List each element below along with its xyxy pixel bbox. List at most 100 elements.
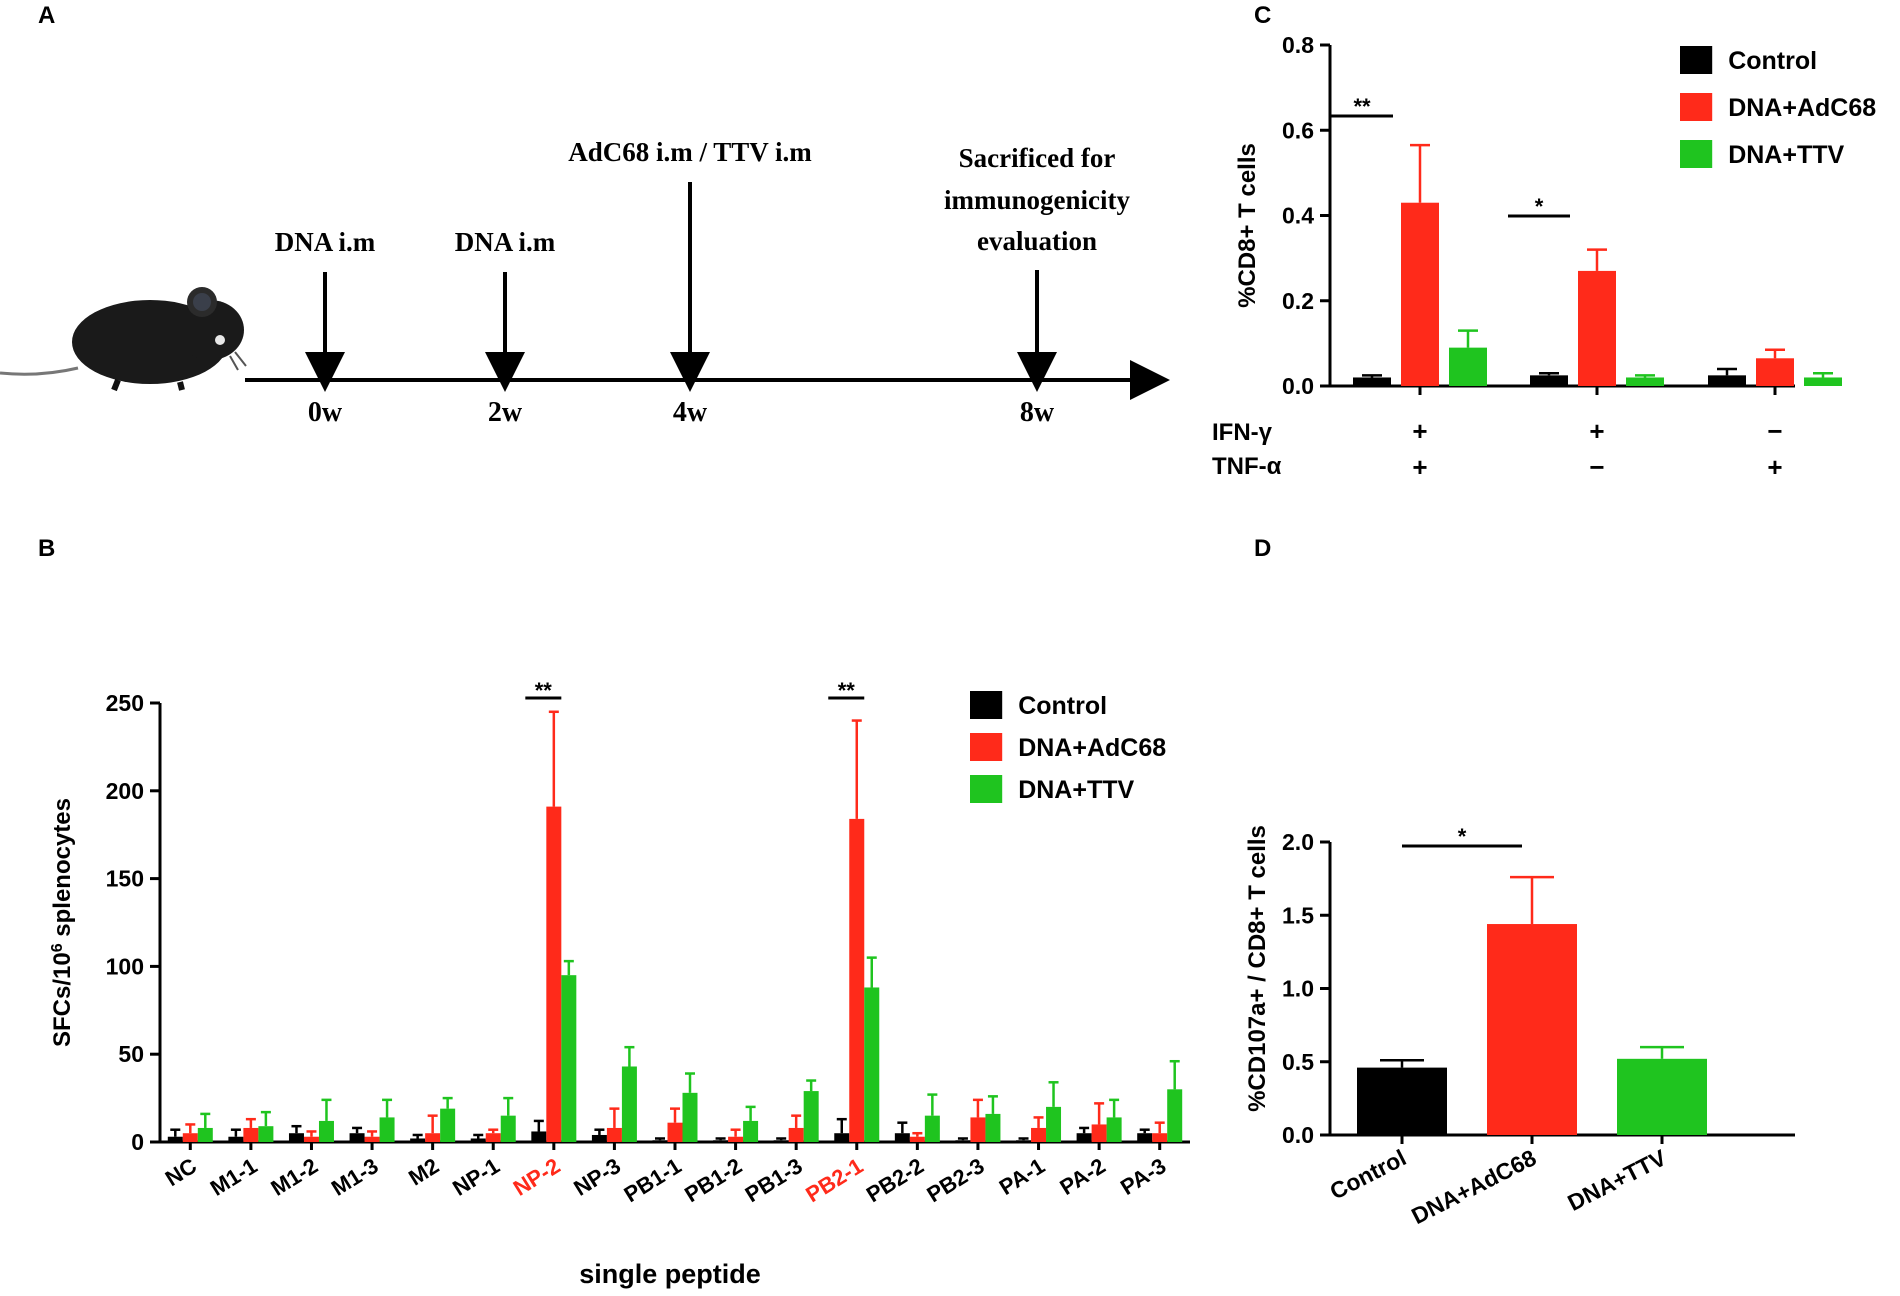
x-tick-label: M1-1 [206, 1153, 262, 1201]
bar-PA-1-DNA+TTV [1046, 1106, 1062, 1142]
bar-PB1-3-DNA+AdC68 [788, 1127, 804, 1142]
ifn-sign: + [1412, 416, 1427, 446]
bar-M1-1-DNA+TTV [258, 1126, 274, 1142]
bar-NP-1-DNA+TTV [500, 1115, 516, 1142]
legend-label-1: DNA+AdC68 [1018, 734, 1166, 762]
y-tick-label: 0.2 [1282, 288, 1314, 314]
bar-NC-DNA+AdC68 [182, 1133, 198, 1142]
bar-group2-Control [1708, 375, 1746, 386]
bar-NP-2-DNA+AdC68 [546, 806, 562, 1142]
significance-label: ** [535, 678, 553, 703]
bar-NC-Control [167, 1136, 183, 1142]
significance-label: * [1458, 824, 1467, 849]
x-tick-label: M1-2 [266, 1153, 322, 1201]
event-label-8w-line3: evaluation [977, 226, 1097, 256]
chart-d: 0.0 0.5 1.0 1.5 2.0 %CD107a+ / CD8+ T cells Co… [1244, 824, 1795, 1229]
bar-PB2-2-DNA+TTV [924, 1115, 940, 1142]
y-tick-label: 1.5 [1282, 902, 1314, 928]
y-tick-label: 100 [106, 953, 144, 979]
panel-letter-d: D [1254, 535, 1272, 562]
tnf-sign: − [1589, 452, 1604, 482]
bar-M1-3-DNA+AdC68 [364, 1136, 380, 1142]
bar-DNA+TTV [1617, 1058, 1707, 1135]
bar-PB1-2-Control [713, 1140, 729, 1142]
legend-swatch-2 [970, 775, 1003, 803]
y-axis-label: %CD107a+ / CD8+ T cells [1244, 825, 1271, 1112]
y-tick-label: 0.5 [1282, 1049, 1314, 1075]
panel-letter-b: B [38, 535, 56, 562]
y-tick-label: 0 [131, 1129, 144, 1155]
x-tick-label: PB1-1 [620, 1153, 686, 1207]
timeline: DNA i.m 0w DNA i.m 2w AdC68 i.m / TTV i.… [245, 137, 1170, 428]
bar-PB1-3-Control [773, 1140, 789, 1142]
bar-PB2-3-DNA+AdC68 [970, 1117, 986, 1142]
x-tick-label: M1-3 [327, 1153, 383, 1201]
bar-group1-DNA+AdC68 [1578, 270, 1616, 386]
bar-PB2-3-DNA+TTV [985, 1113, 1001, 1142]
bar-M1-2-DNA+TTV [318, 1120, 334, 1142]
bar-PB1-1-DNA+TTV [682, 1092, 698, 1142]
bar-PB2-1-DNA+AdC68 [849, 818, 865, 1142]
x-tick-label: PB2-2 [862, 1153, 928, 1207]
x-tick-label: PB2-3 [922, 1153, 988, 1207]
y-tick-label: 50 [118, 1041, 144, 1067]
tnf-sign: + [1767, 452, 1782, 482]
bar-PB2-2-DNA+AdC68 [909, 1136, 925, 1142]
tnf-sign: + [1412, 452, 1427, 482]
x-tick-label: DNA+AdC68 [1407, 1144, 1540, 1229]
significance-label: ** [838, 678, 856, 703]
x-tick-label: PA-1 [995, 1153, 1049, 1200]
bar-PA-3-DNA+AdC68 [1152, 1133, 1168, 1142]
event-label-8w-line1: Sacrificed for [959, 143, 1116, 173]
bar-PB1-3-DNA+TTV [803, 1091, 819, 1142]
bar-group2-DNA+AdC68 [1756, 358, 1794, 386]
ifn-sign: + [1589, 416, 1604, 446]
bar-PA-3-Control [1137, 1133, 1153, 1142]
x-tick-label: PB1-2 [680, 1153, 746, 1207]
row-label-ifn: IFN-γ [1212, 419, 1273, 446]
bar-NC-DNA+TTV [197, 1127, 213, 1142]
significance-label: * [1535, 194, 1544, 219]
bar-NP-2-DNA+TTV [561, 975, 577, 1142]
y-tick-label: 200 [106, 778, 144, 804]
panel-letter-c: C [1254, 2, 1272, 29]
bar-PB2-1-DNA+TTV [864, 987, 880, 1142]
bar-NP-3-DNA+AdC68 [606, 1127, 622, 1142]
bar-PB1-1-DNA+AdC68 [667, 1122, 683, 1142]
bar-M1-1-Control [228, 1136, 244, 1142]
x-tick-label: PA-3 [1116, 1153, 1170, 1200]
legend-swatch-1 [970, 733, 1003, 761]
legend-label-0: Control [1728, 47, 1817, 75]
y-tick-label: 0.6 [1282, 117, 1314, 143]
bar-NP-1-Control [470, 1138, 486, 1142]
bar-group1-Control [1530, 375, 1568, 386]
y-tick-label: 0.4 [1282, 203, 1314, 229]
legend-swatch-2 [1680, 140, 1713, 168]
bar-NP-1-DNA+AdC68 [485, 1133, 501, 1142]
legend-label-0: Control [1018, 692, 1107, 720]
bar-PB1-2-DNA+TTV [743, 1120, 759, 1142]
bar-M2-DNA+TTV [440, 1108, 456, 1142]
x-tick-label: PB2-1 [801, 1153, 867, 1207]
panel-letter-a: A [38, 2, 56, 29]
bar-group0-DNA+AdC68 [1401, 202, 1439, 386]
legend-swatch-1 [1680, 93, 1713, 121]
bar-M1-3-DNA+TTV [379, 1117, 395, 1142]
x-tick-label: NP-3 [569, 1153, 625, 1201]
bar-M1-2-DNA+AdC68 [303, 1136, 319, 1142]
y-tick-label: 250 [106, 690, 144, 716]
x-tick-label: M2 [404, 1153, 443, 1190]
bar-M2-DNA+AdC68 [425, 1133, 441, 1142]
x-tick-label: NP-1 [448, 1153, 504, 1201]
bar-PB1-2-DNA+AdC68 [728, 1136, 744, 1142]
bar-PB2-3-Control [955, 1140, 971, 1142]
bar-group0-Control [1353, 377, 1391, 386]
bar-PA-1-Control [1016, 1140, 1032, 1142]
y-axis-label: SFCs/106 splenocytes [49, 798, 77, 1047]
y-tick-label: 1.0 [1282, 976, 1314, 1002]
week-label-0w: 0w [308, 397, 343, 428]
row-label-tnf: TNF-α [1212, 453, 1282, 480]
bar-PB2-2-Control [894, 1133, 910, 1142]
y-axis-label: %CD8+ T cells [1234, 143, 1261, 308]
